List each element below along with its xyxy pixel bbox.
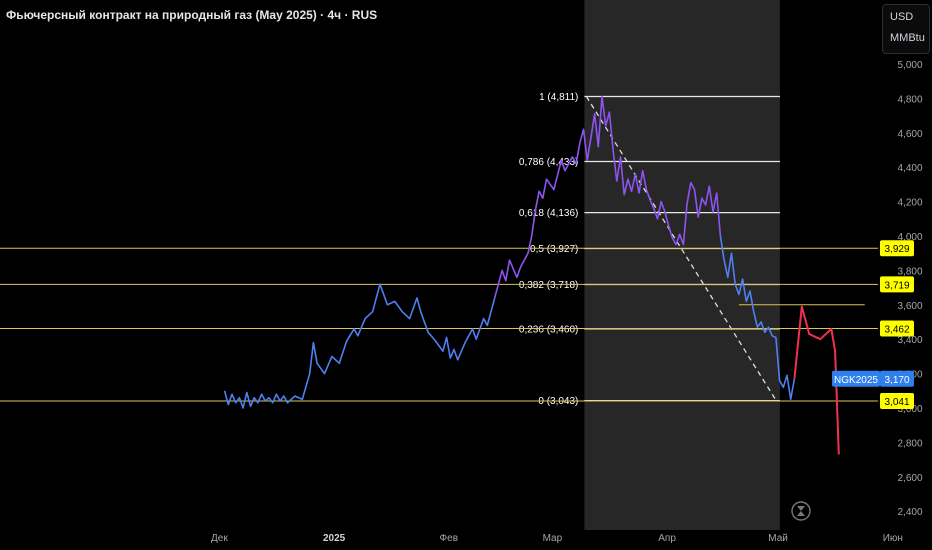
current-price-tag	[880, 370, 914, 387]
fib-level-label: 0 (3,043)	[538, 396, 578, 407]
y-tick-label: 2,600	[897, 473, 922, 484]
y-tick-label: 2,400	[897, 507, 922, 518]
fib-level-label: 1 (4,811)	[539, 92, 578, 103]
hourglass-icon	[797, 506, 805, 516]
y-tick-label: 4,200	[897, 198, 922, 209]
x-tick-label: Фев	[440, 533, 458, 544]
symbol-tag	[832, 370, 880, 387]
fib-level-label: 0,5 (3,927)	[530, 244, 578, 255]
level-price-tag	[880, 240, 914, 257]
x-tick-label: Мар	[543, 533, 563, 544]
fib-trend-line[interactable]	[585, 96, 777, 401]
unit-selector[interactable]: USD MMBtu	[882, 4, 930, 54]
currency-unit: USD	[890, 11, 914, 23]
x-tick-label: Май	[768, 533, 788, 544]
y-tick-label: 3,000	[897, 404, 922, 415]
y-tick-label: 4,000	[897, 232, 922, 243]
level-price-text: 3,041	[884, 397, 909, 408]
fib-level-label: 0,382 (3,718)	[519, 280, 579, 291]
level-price-tag	[880, 392, 914, 409]
y-tick-label: 3,400	[897, 335, 922, 346]
y-tick-label: 3,600	[897, 301, 922, 312]
x-tick-label: 2025	[323, 533, 346, 544]
price-line[interactable]	[493, 95, 722, 299]
x-tick-label: Дек	[211, 533, 228, 544]
replay-button[interactable]	[791, 501, 811, 521]
y-tick-label: 4,800	[897, 94, 922, 105]
level-price-text: 3,929	[884, 244, 909, 255]
y-tick-label: 3,800	[897, 266, 922, 277]
y-tick-label: 4,400	[897, 163, 922, 174]
x-tick-label: Апр	[658, 533, 676, 544]
price-line[interactable]	[719, 235, 796, 401]
fib-level-label: 0,236 (3,460)	[519, 324, 579, 335]
symbol-tag-text: NGK2025	[834, 375, 878, 386]
fib-zone-shade	[584, 0, 780, 530]
projection-line[interactable]	[793, 305, 840, 455]
chart-title: Фьючерсный контракт на природный газ (Ma…	[6, 8, 378, 22]
level-price-tag	[880, 276, 914, 293]
level-price-tag	[880, 320, 914, 337]
y-tick-label: 5,000	[897, 60, 922, 71]
y-tick-label: 4,600	[897, 129, 922, 140]
fib-level-label: 0,786 (4,433)	[519, 157, 579, 168]
fib-level-label: 0,618 (4,136)	[519, 208, 579, 219]
measure-unit: MMBtu	[890, 32, 925, 44]
level-price-text: 3,719	[884, 280, 909, 291]
price-line[interactable]	[223, 283, 496, 409]
level-price-text: 3,462	[884, 325, 909, 336]
x-tick-label: Июн	[883, 533, 903, 544]
y-tick-label: 2,800	[897, 438, 922, 449]
current-price-text: 3,170	[884, 375, 909, 386]
